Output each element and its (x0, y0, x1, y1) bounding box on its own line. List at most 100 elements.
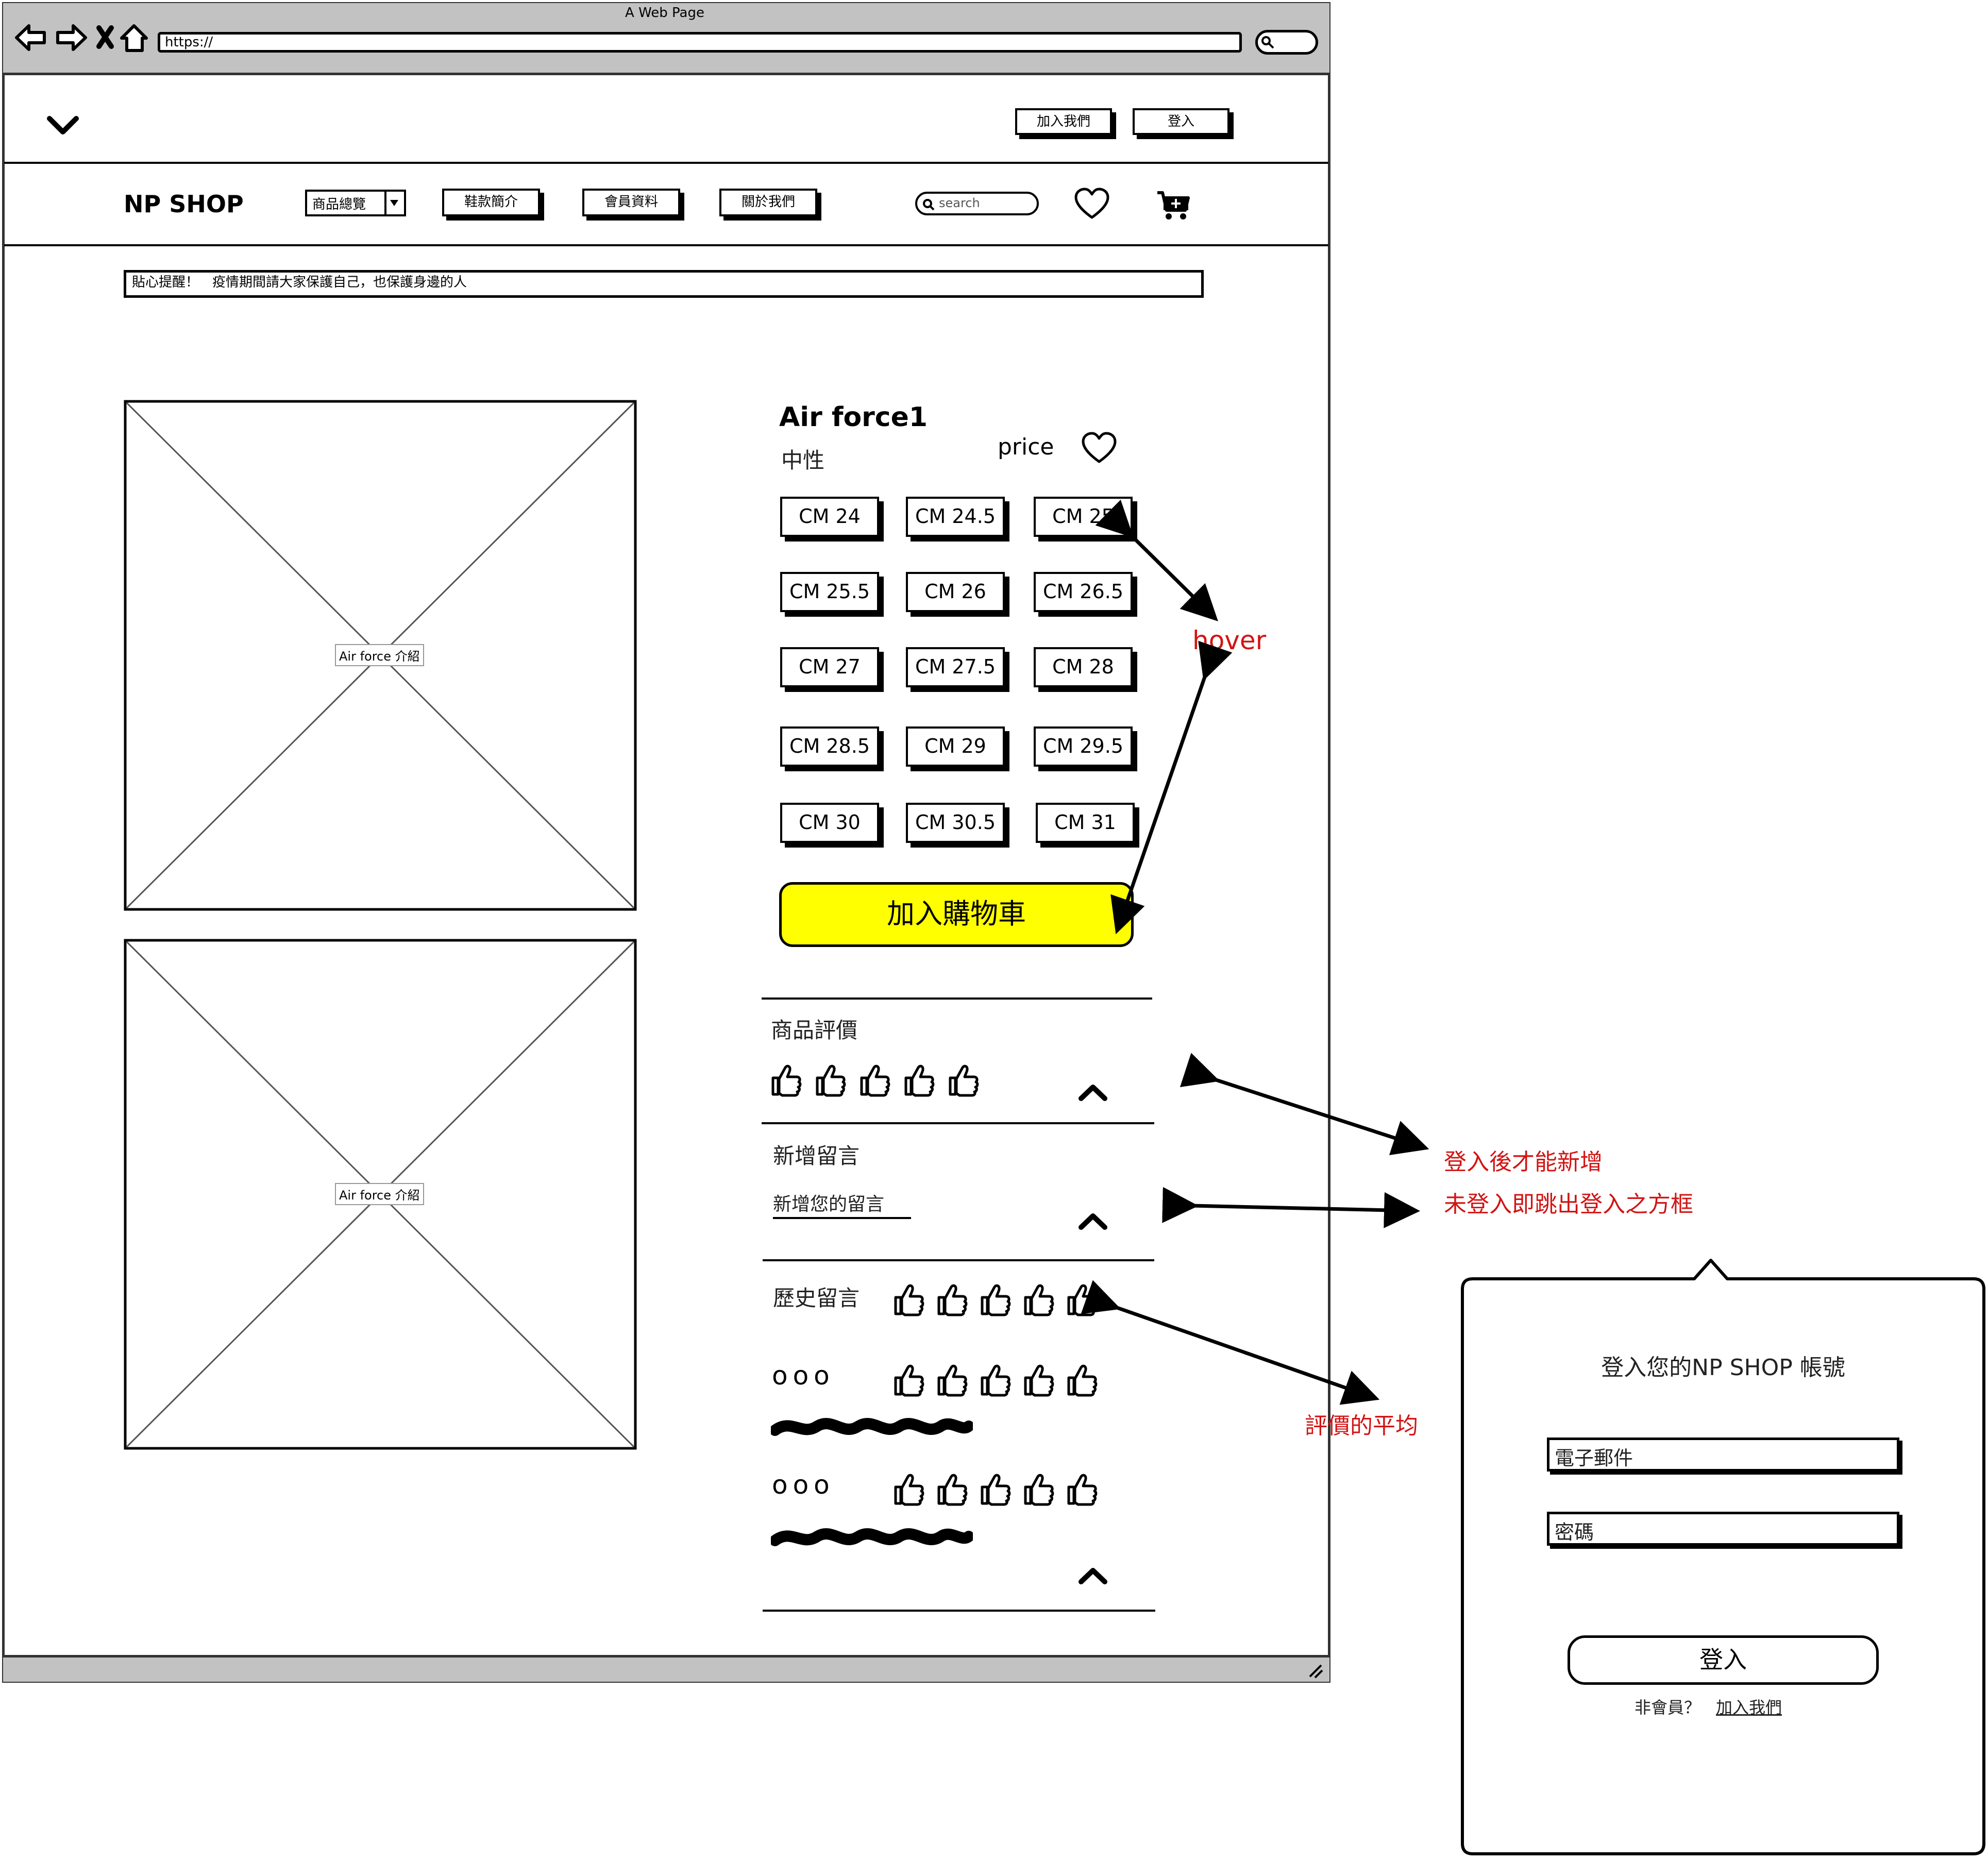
size-button[interactable]: CM 25.5 (780, 572, 879, 612)
browser-controls (15, 24, 148, 52)
product-image-1-caption: Air force 介紹 (335, 644, 424, 666)
thumbs-up-icon-row (894, 1364, 1098, 1397)
thumbs-up-icon (981, 1474, 1011, 1506)
size-button[interactable]: CM 31 (1036, 803, 1135, 843)
browser-search[interactable] (1255, 30, 1318, 55)
brand-logo[interactable]: NP SHOP (124, 190, 244, 218)
not-member-text: 非會員？ (1635, 1698, 1701, 1717)
size-button[interactable]: CM 27 (780, 647, 879, 687)
thumbs-up-icon (937, 1474, 968, 1506)
login-submit-button[interactable]: 登入 (1568, 1635, 1879, 1685)
cart-add-icon[interactable] (1156, 190, 1191, 222)
address-bar[interactable] (158, 32, 1242, 53)
thumbs-up-icon (1067, 1364, 1098, 1397)
history-average-thumbs (890, 1280, 1107, 1321)
email-field[interactable]: 電子郵件 (1547, 1438, 1899, 1472)
heart-icon[interactable] (1074, 188, 1110, 221)
thumbs-up-icon (1067, 1474, 1098, 1506)
size-button[interactable]: CM 24.5 (906, 497, 1005, 537)
thumbs-up-icon[interactable] (771, 1064, 802, 1097)
size-button[interactable]: CM 25 (1034, 497, 1133, 537)
back-icon[interactable] (15, 24, 46, 51)
history-user: ooo (772, 1361, 835, 1391)
rating-thumbs[interactable] (768, 1060, 989, 1102)
thumbs-up-icon[interactable] (816, 1064, 846, 1097)
annotation-rating-average: 評價的平均 (1305, 1413, 1418, 1439)
login-title: 登入您的NP SHOP 帳號 (1601, 1355, 1845, 1381)
add-to-cart-button[interactable]: 加入購物車 (779, 882, 1134, 947)
thumbs-up-icon-row[interactable] (768, 1060, 989, 1102)
product-image-2-caption: Air force 介紹 (335, 1183, 424, 1205)
thumbs-up-icon-row (894, 1284, 1098, 1316)
top-login-button[interactable]: 登入 (1133, 108, 1229, 135)
thumbs-up-icon (894, 1364, 924, 1397)
size-button[interactable]: CM 28 (1034, 647, 1133, 687)
thumbs-up-icon-row (894, 1474, 1098, 1506)
history-item-thumbs (890, 1360, 1107, 1401)
chevron-up-icon[interactable] (1077, 1565, 1109, 1586)
forward-icon[interactable] (56, 24, 87, 51)
resize-handle-icon[interactable] (1307, 1662, 1325, 1680)
annotation-hover: hover (1192, 625, 1267, 655)
email-placeholder: 電子郵件 (1555, 1447, 1633, 1469)
top-bar-divider (4, 162, 1328, 164)
join-button[interactable]: 加入我們 (1015, 108, 1112, 135)
thumbs-up-icon (981, 1364, 1011, 1397)
password-placeholder: 密碼 (1555, 1521, 1594, 1544)
nav-item-about[interactable]: 關於我們 (719, 189, 817, 216)
product-dropdown[interactable]: 商品總覽 (305, 190, 406, 216)
site-search-input[interactable]: search (915, 192, 1039, 215)
password-field[interactable]: 密碼 (1547, 1512, 1899, 1546)
size-button[interactable]: CM 30 (780, 803, 879, 843)
size-button[interactable]: CM 28.5 (780, 726, 879, 767)
history-title: 歷史留言 (773, 1286, 860, 1311)
thumbs-up-icon (1024, 1474, 1054, 1506)
size-button[interactable]: CM 29.5 (1034, 726, 1133, 767)
history-user: ooo (772, 1470, 835, 1500)
window-title: A Web Page (625, 5, 704, 21)
address-text: https:// (165, 35, 213, 50)
history-item-thumbs (890, 1469, 1107, 1511)
new-comment-title: 新增留言 (773, 1143, 860, 1169)
search-placeholder: search (939, 196, 980, 210)
size-button[interactable]: CM 30.5 (906, 803, 1005, 843)
section-divider (762, 997, 1152, 1000)
stop-icon[interactable] (96, 25, 114, 49)
chevron-down-icon[interactable] (45, 113, 81, 139)
home-icon[interactable] (120, 24, 148, 52)
section-divider (763, 1610, 1155, 1612)
product-gender: 中性 (781, 448, 825, 473)
comment-input[interactable]: 新增您的留言 (773, 1191, 911, 1219)
nav-item-shoes[interactable]: 鞋款簡介 (442, 189, 540, 216)
size-button[interactable]: CM 26.5 (1034, 572, 1133, 612)
size-button[interactable]: CM 26 (906, 572, 1005, 612)
notice-text: 疫情期間請大家保護自己，也保護身邊的人 (212, 275, 467, 290)
login-popup-frame (1461, 1259, 1985, 1855)
wishlist-heart-icon[interactable] (1081, 432, 1117, 465)
size-button[interactable]: CM 24 (780, 497, 879, 537)
size-button[interactable]: CM 29 (906, 726, 1005, 767)
comment-scribble (771, 1528, 973, 1546)
search-icon (923, 199, 935, 211)
thumbs-up-icon (1067, 1284, 1098, 1316)
chevron-up-icon[interactable] (1077, 1082, 1109, 1103)
nav-divider (4, 244, 1328, 246)
product-name: Air force1 (779, 402, 928, 433)
browser-statusbar (3, 1655, 1329, 1682)
chevron-up-icon[interactable] (1077, 1211, 1109, 1231)
thumbs-up-icon[interactable] (949, 1064, 979, 1097)
product-price: price (998, 434, 1054, 460)
join-link[interactable]: 加入我們 (1716, 1698, 1782, 1717)
product-dropdown-label: 商品總覽 (312, 197, 366, 212)
notice-bar (124, 270, 1204, 298)
rating-title: 商品評價 (771, 1018, 858, 1043)
nav-item-member[interactable]: 會員資料 (582, 189, 680, 216)
thumbs-up-icon[interactable] (904, 1064, 935, 1097)
thumbs-up-icon (937, 1364, 968, 1397)
size-button[interactable]: CM 27.5 (906, 647, 1005, 687)
thumbs-up-icon[interactable] (860, 1064, 890, 1097)
section-divider (762, 1122, 1154, 1124)
thumbs-up-icon (981, 1284, 1011, 1316)
notice-label: 貼心提醒！ (132, 275, 199, 290)
thumbs-up-icon (894, 1284, 924, 1316)
